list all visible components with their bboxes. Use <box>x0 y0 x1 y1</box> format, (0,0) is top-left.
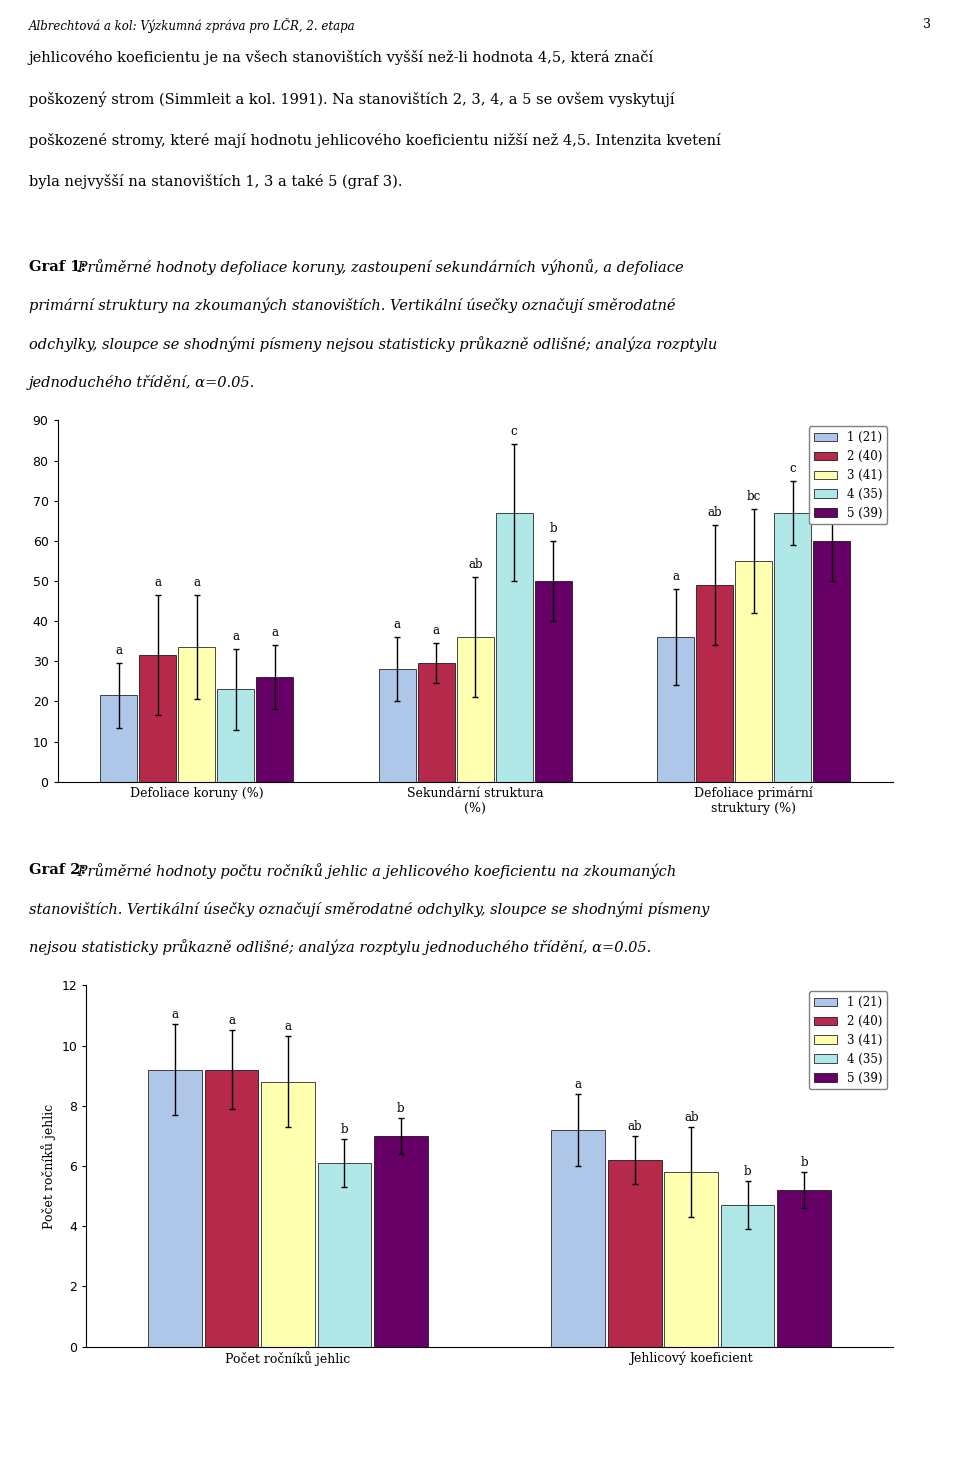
Text: a: a <box>575 1078 582 1090</box>
Text: Albrechtová a kol: Výzkumná zpráva pro LČR, 2. etapa: Albrechtová a kol: Výzkumná zpráva pro L… <box>29 18 355 32</box>
Bar <box>217 689 254 782</box>
Bar <box>535 581 571 782</box>
Bar <box>204 1069 258 1347</box>
Bar <box>379 670 416 782</box>
Text: c: c <box>789 462 796 475</box>
Text: jednoduchého třídění, α=0.05.: jednoduchého třídění, α=0.05. <box>29 375 255 389</box>
Text: b: b <box>397 1102 405 1115</box>
Text: Graf 2:: Graf 2: <box>29 863 85 876</box>
Legend: 1 (21), 2 (40), 3 (41), 4 (35), 5 (39): 1 (21), 2 (40), 3 (41), 4 (35), 5 (39) <box>809 426 887 524</box>
Text: a: a <box>232 630 239 643</box>
Text: a: a <box>193 577 201 589</box>
Text: a: a <box>394 618 400 631</box>
Text: a: a <box>228 1015 235 1028</box>
Text: byla nejvyšší na stanovištích 1, 3 a také 5 (graf 3).: byla nejvyšší na stanovištích 1, 3 a tak… <box>29 174 402 189</box>
Text: Průměrné hodnoty počtu ročníků jehlic a jehlicového koeficientu na zkoumaných: Průměrné hodnoty počtu ročníků jehlic a … <box>73 863 676 879</box>
Bar <box>261 1081 315 1347</box>
Text: a: a <box>115 645 122 658</box>
Bar <box>696 586 733 782</box>
Bar <box>101 695 137 782</box>
Text: ab: ab <box>684 1111 699 1124</box>
Bar <box>551 1130 605 1347</box>
Text: a: a <box>155 577 161 589</box>
Text: poškozený strom (Simmleit a kol. 1991). Na stanovištích 2, 3, 4, a 5 se ovšem vy: poškozený strom (Simmleit a kol. 1991). … <box>29 91 675 108</box>
Bar <box>374 1136 428 1347</box>
Bar <box>813 541 850 782</box>
Legend: 1 (21), 2 (40), 3 (41), 4 (35), 5 (39): 1 (21), 2 (40), 3 (41), 4 (35), 5 (39) <box>809 991 887 1089</box>
Bar <box>148 1069 202 1347</box>
Bar <box>418 664 455 782</box>
Text: 3: 3 <box>924 18 931 31</box>
Text: a: a <box>172 1009 179 1022</box>
Text: b: b <box>801 1156 808 1170</box>
Bar <box>256 677 293 782</box>
Bar <box>318 1162 372 1347</box>
Text: a: a <box>272 627 278 639</box>
Text: b: b <box>744 1165 752 1179</box>
Bar <box>139 655 177 782</box>
Text: a: a <box>433 624 440 637</box>
Text: bc: bc <box>747 490 760 503</box>
Bar <box>457 637 493 782</box>
Bar <box>721 1205 775 1347</box>
Text: ab: ab <box>708 506 722 519</box>
Text: ab: ab <box>628 1120 642 1133</box>
Bar <box>179 648 215 782</box>
Bar <box>664 1173 718 1347</box>
Text: a: a <box>672 569 679 583</box>
Bar <box>735 560 772 782</box>
Text: poškozené stromy, které mají hodnotu jehlicového koeficientu nižší než 4,5. Inte: poškozené stromy, které mají hodnotu jeh… <box>29 133 721 148</box>
Text: c: c <box>511 425 517 438</box>
Y-axis label: Počet ročníků jehlic: Počet ročníků jehlic <box>41 1103 56 1229</box>
Text: a: a <box>284 1021 292 1034</box>
Text: Průměrné hodnoty defoliace koruny, zastoupení sekundárních výhonů, a defoliace: Průměrné hodnoty defoliace koruny, zasto… <box>73 260 684 276</box>
Bar <box>495 513 533 782</box>
Text: Graf 1:: Graf 1: <box>29 260 85 273</box>
Text: stanovištích. Vertikální úsečky označují směrodatné odchylky, sloupce se shodným: stanovištích. Vertikální úsečky označují… <box>29 901 709 917</box>
Bar <box>658 637 694 782</box>
Text: odchylky, sloupce se shodnými písmeny nejsou statisticky průkazně odlišné; analý: odchylky, sloupce se shodnými písmeny ne… <box>29 336 717 353</box>
Text: jehlicového koeficientu je na všech stanovištích vyšší než-li hodnota 4,5, která: jehlicového koeficientu je na všech stan… <box>29 50 654 65</box>
Text: b: b <box>549 522 557 535</box>
Text: b: b <box>341 1122 348 1136</box>
Bar <box>778 1190 831 1347</box>
Text: ab: ab <box>468 558 483 571</box>
Bar <box>774 513 811 782</box>
Bar <box>608 1159 661 1347</box>
Text: primární struktury na zkoumaných stanovištích. Vertikální úsečky označují směrod: primární struktury na zkoumaných stanovi… <box>29 298 675 314</box>
Text: bc: bc <box>825 482 839 494</box>
Text: nejsou statisticky průkazně odlišné; analýza rozptylu jednoduchého třídění, α=0.: nejsou statisticky průkazně odlišné; ana… <box>29 940 651 956</box>
